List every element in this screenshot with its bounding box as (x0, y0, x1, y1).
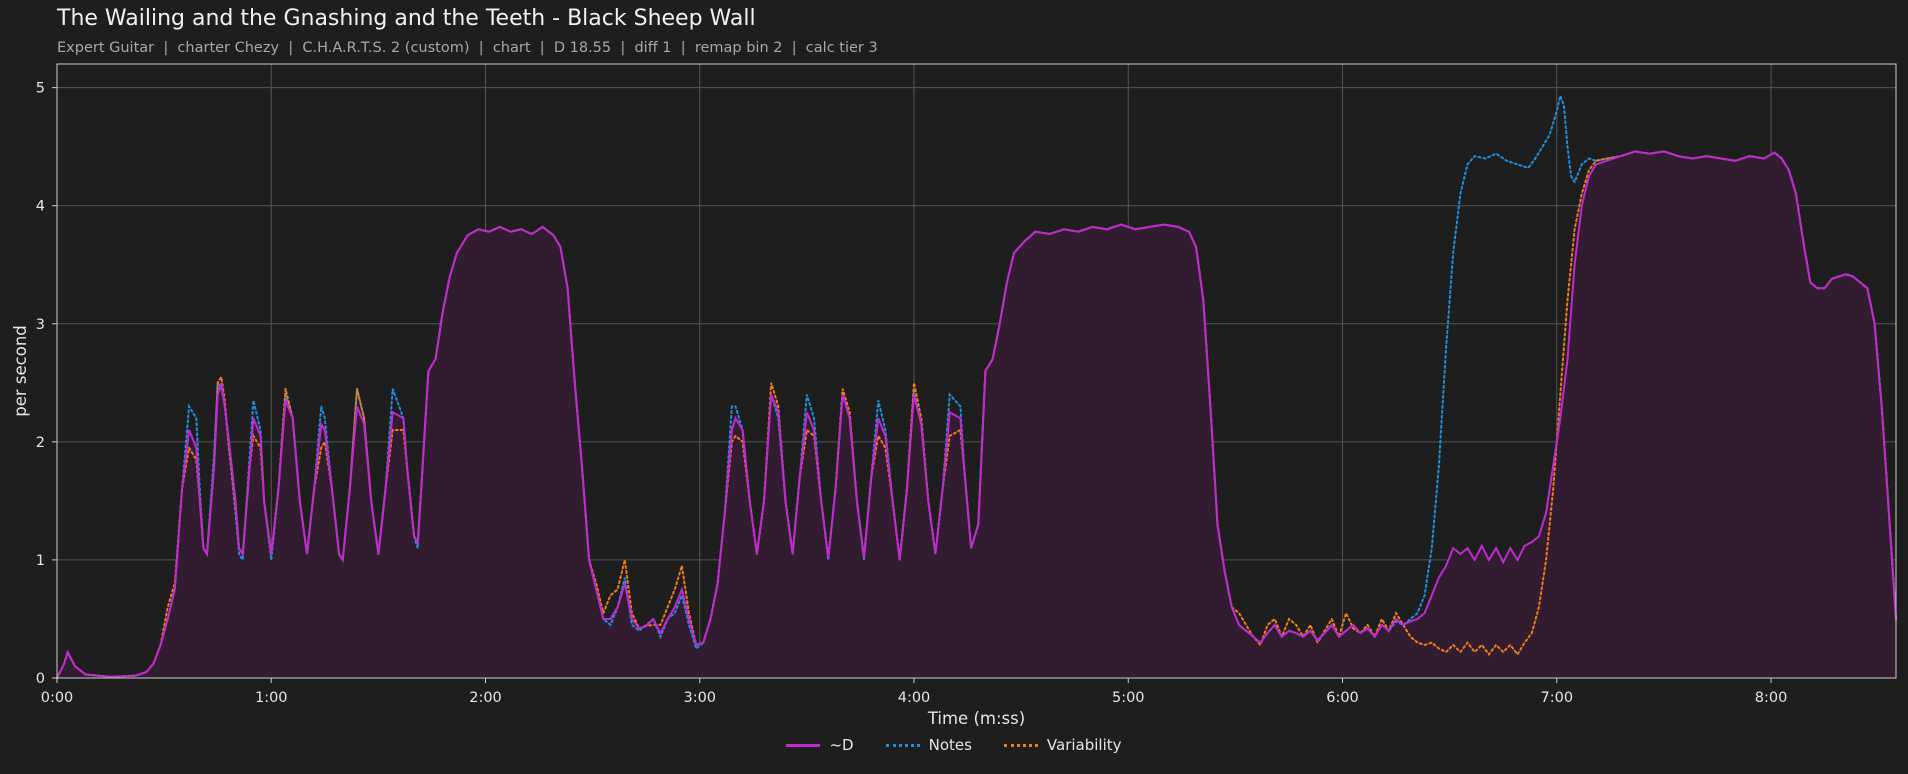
series-d-line (56, 150, 1897, 679)
d-area-fill (57, 151, 1896, 678)
x-tick-label: 3:00 (683, 690, 716, 706)
y-tick-label: 0 (36, 671, 45, 687)
legend-item-d: ~D (786, 736, 854, 754)
y-tick-label: 1 (36, 553, 45, 569)
x-tick-label: 2:00 (469, 690, 502, 706)
legend-label-d: ~D (829, 736, 854, 754)
x-tick-label: 1:00 (255, 690, 288, 706)
x-tick-label: 8:00 (1755, 690, 1788, 706)
y-tick-label: 3 (36, 317, 45, 333)
legend-label-variability: Variability (1046, 736, 1122, 754)
y-axis-label: per second (11, 325, 30, 417)
x-tick-label: 7:00 (1540, 690, 1573, 706)
y-tick-label: 2 (36, 435, 45, 451)
legend-label-notes: Notes (928, 736, 972, 754)
x-tick-label: 5:00 (1112, 690, 1145, 706)
legend-item-variability: Variability (1003, 736, 1122, 754)
y-tick-label: 5 (36, 81, 45, 97)
plot-frame (56, 63, 1897, 679)
legend-swatch-variability (1003, 743, 1038, 747)
legend-swatch-d (786, 743, 821, 747)
x-axis: 0:00 1:00 2:00 3:00 4:00 5:00 6:00 7:00 8:00 (41, 678, 1788, 706)
plot-area (56, 92, 1897, 679)
x-tick-label: 6:00 (1326, 690, 1359, 706)
chart-subtitle: Expert Guitar | charter Chezy | C.H.A.R.… (57, 40, 878, 56)
x-axis-label: Time (m:ss) (927, 709, 1025, 728)
legend-swatch-notes (885, 743, 920, 747)
y-tick-label: 4 (36, 199, 45, 215)
legend: ~D Notes Variability (0, 736, 1908, 754)
y-axis: 0 1 2 3 4 5 (36, 81, 57, 687)
x-tick-label: 4:00 (898, 690, 931, 706)
legend-item-notes: Notes (885, 736, 972, 754)
x-tick-label: 0:00 (41, 690, 74, 706)
chart-title: The Wailing and the Gnashing and the Tee… (57, 6, 756, 31)
